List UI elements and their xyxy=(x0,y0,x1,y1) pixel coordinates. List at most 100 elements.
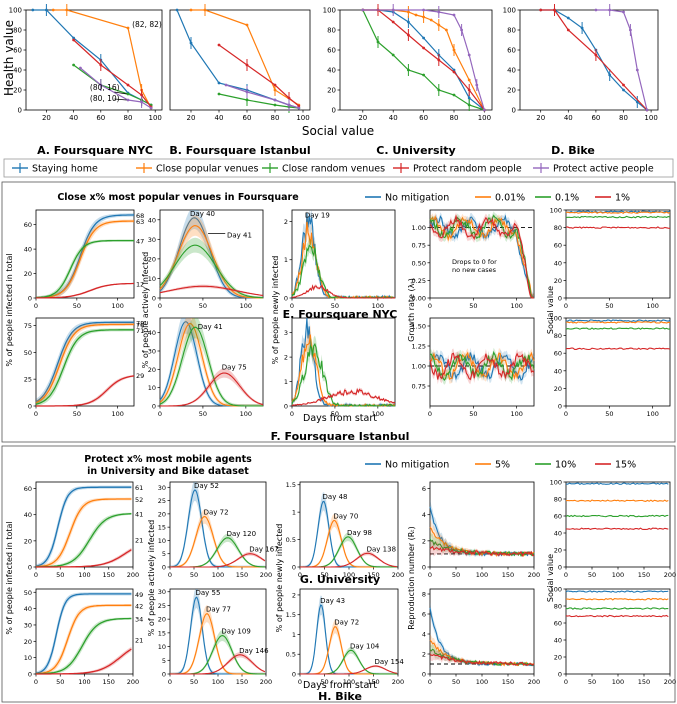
fsq-ist-total-xtick-label: 50 xyxy=(73,410,81,418)
agents-uni-total-ytick-label: 0 xyxy=(28,564,32,572)
agents-bike-total-ytick-label: 10 xyxy=(24,654,32,662)
agents-uni-social-xtick-label: 50 xyxy=(588,571,596,579)
top-panel-3-ytick-label: 100 xyxy=(503,7,516,15)
agents-bike-social-xtick-label: 100 xyxy=(612,678,624,686)
fsq-ist-social-xtick-label: 0 xyxy=(564,410,568,418)
agents-bike-total-line-orange xyxy=(35,604,132,675)
agents-uni-active-ytick-label: 30 xyxy=(158,484,166,492)
fsq-nyc-growth-xtick-label: 0 xyxy=(428,302,432,310)
agents-uni-active-line-orange xyxy=(170,516,265,568)
fsq-nyc-social-ytick-label: 20 xyxy=(554,277,562,285)
fsq-nyc-growth-band-red xyxy=(430,212,534,298)
agents-uni-repro-xtick-label: 0 xyxy=(428,571,432,579)
top-1-point-orange xyxy=(189,8,193,12)
agents-bike-newly-band-blue xyxy=(300,595,397,674)
agents-uni-total-line-red xyxy=(36,549,132,568)
agents-bike-social-ytick-label: 20 xyxy=(554,654,562,662)
agents-bike-active-line-orange xyxy=(170,613,265,675)
agents-uni-repro-xtick-label: 50 xyxy=(452,571,460,579)
panel-title-d: D. Bike xyxy=(551,144,595,157)
label-istanbul: F. Foursquare Istanbul xyxy=(271,430,410,443)
agents-bike-repro-xtick-label: 150 xyxy=(502,678,514,686)
fsq-nyc-social-xtick-label: 100 xyxy=(646,302,658,310)
agents-xlabel: Days from start xyxy=(303,680,377,691)
foursquare-legend-label-orange: 0.01% xyxy=(495,193,525,204)
fsq-nyc-social-ytick-label: 100 xyxy=(550,207,562,215)
legend-label-red: Protect random people xyxy=(413,164,522,175)
annotation-day-98: Day 98 xyxy=(347,529,372,537)
annotation-day-77: Day 77 xyxy=(206,606,231,614)
top-panel-2-ytick-label: 0 xyxy=(332,107,336,115)
annotation-arrow xyxy=(114,98,127,101)
fsq-ist-newly-xtick-label: 100 xyxy=(372,410,384,418)
fsq-nyc-social-ytick-label: 80 xyxy=(554,224,562,232)
agents-legend-label-blue: No mitigation xyxy=(385,460,449,471)
top-1-point-orange xyxy=(245,23,249,27)
agents-bike-total-xtick-label: 0 xyxy=(34,678,38,686)
fsq-ist-growth-ytick-label: 1.50 xyxy=(412,323,426,331)
top-1-point-red xyxy=(273,83,277,87)
top-3-point-blue xyxy=(622,88,625,92)
fsq-nyc-total-line-blue xyxy=(35,214,135,299)
fsq-nyc-newly-ytick-label: 0 xyxy=(284,295,288,303)
top-1-point-red xyxy=(217,43,221,47)
agents-bike-active-ytick-label: 10 xyxy=(158,643,166,651)
agents-bike-repro-band-green xyxy=(430,643,534,667)
fsq-ist-total-line-blue xyxy=(35,321,134,403)
top-panel-2-xtick-label: 40 xyxy=(389,114,398,122)
fsq-nyc-newly-line-blue xyxy=(291,212,395,300)
agents-uni-active-xtick-label: 0 xyxy=(168,571,172,579)
agents-uni-active-line-red xyxy=(170,553,266,568)
agents-bike-total-line-blue xyxy=(35,593,132,674)
agents-bike-repro-xtick-label: 100 xyxy=(476,678,488,686)
top-3-point-purple xyxy=(594,8,598,12)
agents-uni-active-ytick-label: 5 xyxy=(162,550,166,558)
fsq-ist-total-band-blue xyxy=(36,320,134,405)
fsq-nyc-total-end-label: 63 xyxy=(136,218,144,226)
fsq-ist-growth-xtick-label: 0 xyxy=(428,410,432,418)
agents-bike-social-frame xyxy=(565,588,671,675)
fsq-nyc-social-ytick-label: 0 xyxy=(558,295,562,303)
agents-bike-newly-ytick-label: 1.5 xyxy=(286,611,296,619)
fsq-ist-social-frame xyxy=(565,317,671,407)
top-2-series-orange xyxy=(362,9,485,111)
legend-label-purple: Protect active people xyxy=(553,164,654,175)
agents-uni-social-ytick-label: 20 xyxy=(554,547,562,555)
agents-bike-total-ytick-label: 0 xyxy=(28,671,32,679)
fsq-ist-growth-line-red xyxy=(429,352,535,381)
fsq-ist-active-xtick-label: 50 xyxy=(199,410,207,418)
agents-bike-total-ytick-label: 20 xyxy=(24,638,32,646)
fsq-nyc-newly-xtick-label: 0 xyxy=(290,302,294,310)
agents-bike-active-xtick-label: 200 xyxy=(260,678,272,686)
agents-uni-social-ytick-label: 0 xyxy=(558,564,562,572)
fsq-ist-active-line-red xyxy=(160,372,264,407)
agents-bike-total-band-red xyxy=(36,646,132,674)
agents-bike-total-line-red xyxy=(36,648,132,675)
top-1-point-green xyxy=(217,92,221,96)
agents-bike-total-xtick-label: 150 xyxy=(103,678,115,686)
fsq-nyc-newly-ytick-label: 2 xyxy=(284,218,288,226)
agents-bike-repro-ytick-label: 4 xyxy=(422,631,426,639)
fsq-ist-newly-xtick-label: 0 xyxy=(290,410,294,418)
agents-uni-newly-ytick-label: 1 xyxy=(292,509,296,517)
fsq-ylabel-active: % of people actively infected xyxy=(141,252,150,368)
top-1-point-purple xyxy=(273,98,277,102)
fsq-ist-active-frame xyxy=(159,317,264,407)
agents-bike-newly-ytick-label: 1 xyxy=(292,631,296,639)
agents-uni-total-end-label: 52 xyxy=(135,496,143,504)
fsq-ist-total-line-orange xyxy=(35,323,134,404)
fsq-ist-growth-ytick-label: 0.75 xyxy=(412,383,426,391)
agents-uni-total-end-label: 41 xyxy=(135,510,143,518)
fsq-ist-growth-xtick-label: 100 xyxy=(510,410,522,418)
agents-uni-repro-ytick-label: 6 xyxy=(422,485,426,493)
fsq-nyc-active-ytick-label: 20 xyxy=(148,255,156,263)
top-panel-0-xtick-label: 20 xyxy=(42,114,51,122)
fsq-ist-social-line-orange xyxy=(566,321,671,324)
top-panel-3-xtick-label: 100 xyxy=(644,114,657,122)
top-panel-2-xtick-label: 60 xyxy=(419,114,428,122)
agents-uni-total-xtick-label: 150 xyxy=(103,571,115,579)
agents-bike-total-xtick-label: 100 xyxy=(78,678,90,686)
top-panel-2-ytick-label: 40 xyxy=(327,67,336,75)
agents-uni-social-line-blue xyxy=(565,482,669,485)
agents-bike-newly-xtick-label: 100 xyxy=(343,678,355,686)
